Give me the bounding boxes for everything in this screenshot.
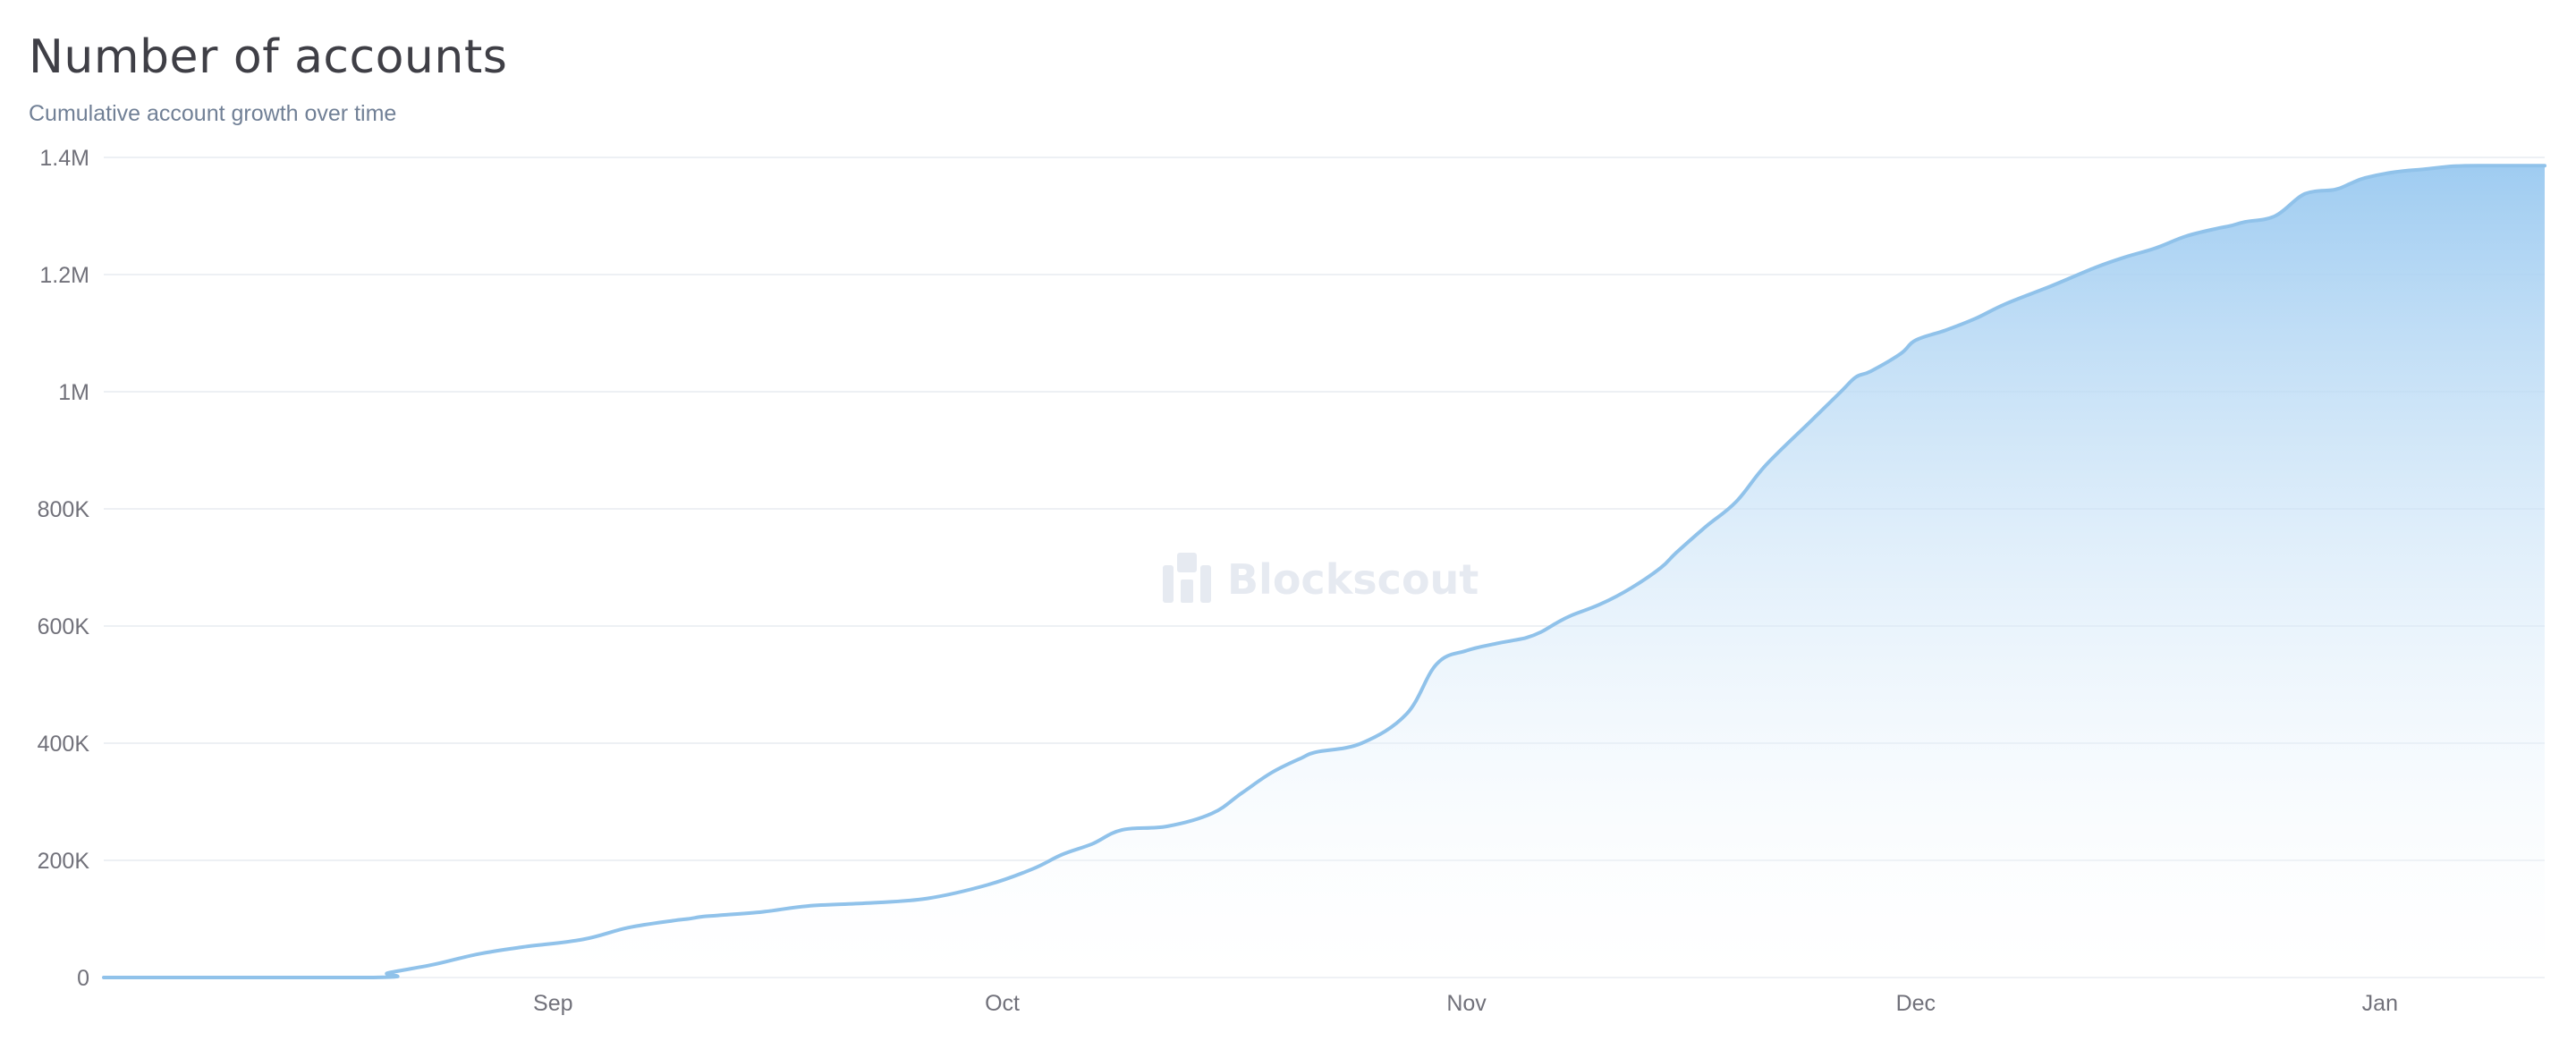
- x-tick-label: Sep: [533, 991, 572, 1016]
- y-tick-label: 200K: [38, 849, 90, 874]
- chart-title: Number of accounts: [29, 30, 508, 84]
- blockscout-logo-icon: [1163, 553, 1211, 603]
- y-tick-label: 800K: [38, 497, 90, 522]
- y-tick-label: 1.4M: [39, 146, 89, 171]
- y-tick-label: 400K: [38, 732, 90, 757]
- series-area: [104, 165, 2545, 978]
- y-tick-label: 0: [77, 966, 89, 991]
- y-tick-label: 1M: [58, 380, 89, 405]
- x-tick-label: Oct: [985, 991, 1020, 1016]
- x-tick-label: Nov: [1446, 991, 1487, 1016]
- y-tick-label: 600K: [38, 614, 90, 639]
- chart-subtitle: Cumulative account growth over time: [29, 101, 397, 126]
- series-line: [102, 164, 2546, 980]
- x-tick-label: Jan: [2362, 991, 2398, 1016]
- watermark-text: Blockscout: [1227, 555, 1479, 604]
- x-tick-label: Dec: [1896, 991, 1936, 1016]
- watermark: Blockscout: [1163, 553, 1479, 604]
- y-tick-label: 1.2M: [39, 263, 89, 288]
